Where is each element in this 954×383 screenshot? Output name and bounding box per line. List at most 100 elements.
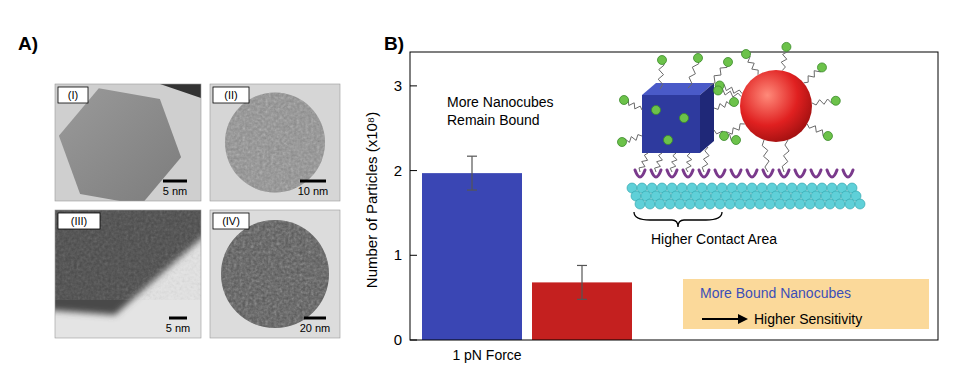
ligand [714, 86, 723, 95]
error-cap [577, 299, 587, 300]
image-label-box [213, 213, 249, 229]
error-bar [577, 265, 587, 299]
tem-background [55, 210, 201, 338]
linker [702, 147, 709, 172]
porous-particle [221, 220, 329, 328]
receptor [731, 170, 741, 177]
tem-content [55, 210, 201, 338]
substrate-bead [695, 199, 705, 209]
porous-particle [225, 93, 325, 193]
substrate-bead [825, 199, 835, 209]
linker [782, 140, 789, 172]
tem-frame [55, 210, 201, 338]
scale-bar-label: 5 nm [163, 185, 187, 197]
y-tick [410, 255, 417, 256]
tem-frame [55, 84, 201, 201]
bar [422, 173, 522, 340]
tem-background [210, 84, 340, 201]
error-cap [467, 189, 477, 190]
image-label-box [58, 87, 88, 103]
annotation: More Nanocubes [447, 94, 554, 110]
substrate-bead [765, 199, 775, 209]
y-tick [410, 340, 417, 341]
arrow-shaft [702, 318, 742, 320]
y-tick-label: 3 [394, 77, 402, 94]
tem-image: (I) 5 nm [55, 84, 201, 205]
ligand [817, 63, 826, 72]
error-stem [471, 156, 472, 190]
image-label: (IV) [222, 215, 240, 227]
image-label: (III) [71, 215, 88, 227]
linker [639, 153, 648, 172]
linker [655, 153, 663, 172]
y-tick [410, 85, 417, 86]
scale-bar [304, 317, 326, 320]
substrate-bead [755, 199, 765, 209]
linker [686, 153, 692, 172]
substrate-bead [635, 199, 645, 209]
ligand [620, 96, 629, 105]
substrate-bead [675, 199, 685, 209]
particle-texture [225, 93, 325, 193]
linker [762, 140, 769, 172]
ligand [782, 42, 791, 51]
scale-bar-label: 10 nm [298, 185, 329, 197]
ligand [680, 114, 689, 123]
binding-diagram [618, 42, 866, 227]
receptor [811, 170, 821, 177]
substrate-bead [725, 199, 735, 209]
brace [634, 212, 722, 227]
scale-bar [300, 180, 326, 183]
linker [670, 153, 677, 172]
ligand [724, 58, 733, 67]
bars [422, 156, 632, 340]
y-tick-label: 0 [394, 331, 402, 348]
image-label: (II) [224, 89, 237, 101]
annotation: Higher Contact Area [651, 231, 777, 247]
substrate-bead [845, 199, 855, 209]
tem-frame [210, 210, 340, 338]
error-stem [581, 265, 582, 299]
tem-frame [210, 84, 340, 201]
panel-label: A) [18, 33, 38, 54]
ligand [664, 136, 673, 145]
ligand [694, 54, 703, 63]
substrate-bead [735, 199, 745, 209]
nanocube-front [642, 95, 700, 153]
substrate-bead [655, 199, 665, 209]
ligand [652, 106, 661, 115]
annotation: Remain Bound [447, 112, 540, 128]
substrate-bead [715, 199, 725, 209]
substrate-bead [685, 199, 695, 209]
receptor [715, 170, 725, 177]
error-bar [467, 156, 477, 190]
ligand [658, 56, 667, 65]
y-axis-label: Number of Particles (x10⁸) [363, 112, 380, 288]
substrate-bead [855, 199, 865, 209]
receptor [683, 170, 693, 177]
ligand [823, 132, 832, 141]
tem-content [55, 84, 201, 201]
figure: A)B)(I)5 nm(II)10 nm(III)5 nm(IV)20 nm1 … [0, 0, 954, 383]
image-label-box [58, 213, 100, 229]
nanosphere [740, 70, 812, 142]
panel-label: B) [384, 33, 404, 54]
particle-texture [55, 210, 201, 300]
error-cap [467, 156, 477, 157]
receptor [827, 170, 837, 177]
substrate-bead [815, 199, 825, 209]
y-tick-label: 2 [394, 162, 402, 179]
tem-content [210, 210, 340, 338]
ligand [720, 132, 729, 141]
plot-frame [410, 52, 938, 340]
receptor [843, 170, 853, 177]
receptor [763, 170, 773, 177]
image-label: (I) [68, 89, 78, 101]
nanocube-side [700, 83, 714, 153]
error-cap [577, 265, 587, 266]
particle-texture [221, 220, 329, 328]
receptor [795, 170, 805, 177]
ligand [831, 96, 840, 105]
neighbor-particle [160, 84, 201, 98]
substrate-bead [645, 199, 655, 209]
